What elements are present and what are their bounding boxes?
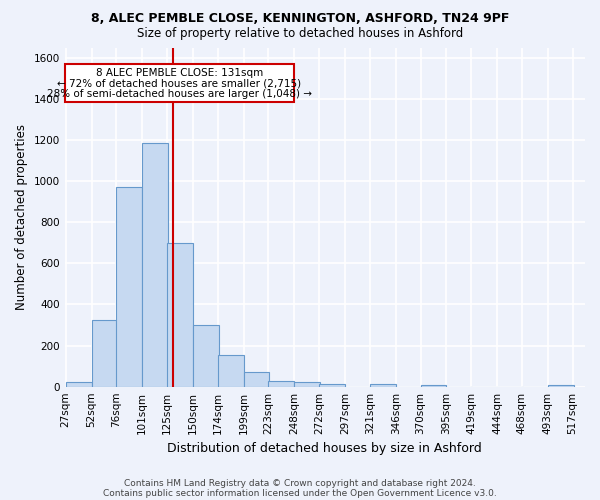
Bar xyxy=(268,380,295,386)
Text: Size of property relative to detached houses in Ashford: Size of property relative to detached ho… xyxy=(137,28,463,40)
Bar xyxy=(295,382,320,386)
Bar xyxy=(421,384,446,386)
Bar xyxy=(193,325,219,386)
Y-axis label: Number of detached properties: Number of detached properties xyxy=(15,124,28,310)
Bar xyxy=(92,320,118,386)
Bar xyxy=(370,384,395,386)
Text: Contains public sector information licensed under the Open Government Licence v3: Contains public sector information licen… xyxy=(103,488,497,498)
X-axis label: Distribution of detached houses by size in Ashford: Distribution of detached houses by size … xyxy=(167,442,482,455)
Text: 8 ALEC PEMBLE CLOSE: 131sqm: 8 ALEC PEMBLE CLOSE: 131sqm xyxy=(96,68,263,78)
Bar xyxy=(218,355,244,386)
Text: ← 72% of detached houses are smaller (2,715): ← 72% of detached houses are smaller (2,… xyxy=(58,78,302,88)
Bar xyxy=(66,382,92,386)
Text: Contains HM Land Registry data © Crown copyright and database right 2024.: Contains HM Land Registry data © Crown c… xyxy=(124,478,476,488)
Text: 8, ALEC PEMBLE CLOSE, KENNINGTON, ASHFORD, TN24 9PF: 8, ALEC PEMBLE CLOSE, KENNINGTON, ASHFOR… xyxy=(91,12,509,26)
Bar xyxy=(319,384,345,386)
Bar xyxy=(65,64,295,102)
Bar xyxy=(116,188,142,386)
Bar xyxy=(142,143,168,386)
Bar xyxy=(167,243,193,386)
Text: 28% of semi-detached houses are larger (1,048) →: 28% of semi-detached houses are larger (… xyxy=(47,88,312,99)
Bar xyxy=(548,384,574,386)
Bar xyxy=(244,372,269,386)
